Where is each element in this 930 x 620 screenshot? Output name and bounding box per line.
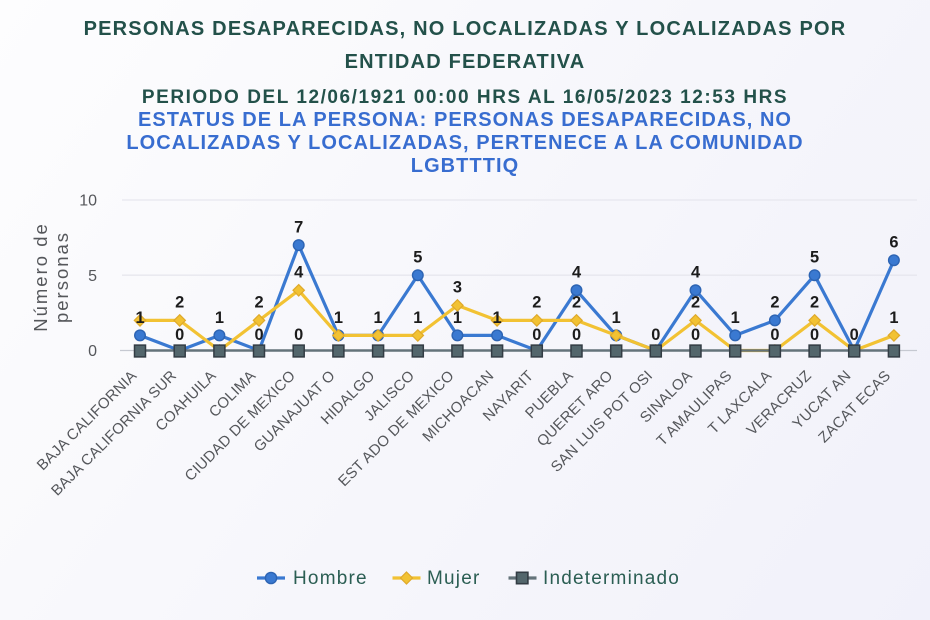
svg-text:0: 0 — [175, 326, 184, 344]
svg-text:1: 1 — [493, 309, 502, 327]
svg-text:0: 0 — [651, 326, 660, 344]
svg-text:1: 1 — [889, 309, 898, 327]
svg-text:0: 0 — [691, 326, 700, 344]
svg-text:4: 4 — [294, 264, 304, 282]
svg-text:2: 2 — [572, 294, 581, 312]
svg-text:1: 1 — [413, 309, 422, 327]
svg-text:6: 6 — [889, 234, 898, 252]
svg-text:0: 0 — [810, 326, 819, 344]
svg-text:2: 2 — [532, 294, 541, 312]
svg-text:0: 0 — [254, 326, 263, 344]
svg-text:0: 0 — [88, 343, 97, 360]
svg-text:2: 2 — [175, 294, 184, 312]
svg-text:10: 10 — [79, 193, 97, 210]
svg-text:4: 4 — [572, 264, 582, 282]
svg-text:4: 4 — [691, 264, 701, 282]
svg-text:ZACAT ECAS: ZACAT ECAS — [815, 367, 894, 446]
svg-text:Hombre: Hombre — [293, 568, 368, 589]
svg-text:5: 5 — [413, 249, 422, 267]
svg-text:0: 0 — [850, 326, 859, 344]
svg-text:1: 1 — [453, 309, 462, 327]
svg-text:1: 1 — [135, 309, 144, 327]
svg-text:1: 1 — [374, 309, 383, 327]
svg-text:1: 1 — [612, 309, 621, 327]
svg-text:5: 5 — [810, 249, 819, 267]
svg-text:2: 2 — [691, 294, 700, 312]
svg-text:Número de: Número de — [30, 222, 51, 332]
svg-text:0: 0 — [294, 326, 303, 344]
svg-text:Indeterminado: Indeterminado — [543, 568, 680, 589]
svg-text:0: 0 — [572, 326, 581, 344]
svg-text:0: 0 — [770, 326, 779, 344]
svg-text:2: 2 — [770, 294, 779, 312]
svg-text:7: 7 — [294, 218, 303, 236]
svg-text:0: 0 — [532, 326, 541, 344]
svg-text:3: 3 — [453, 279, 462, 297]
svg-text:1: 1 — [215, 309, 224, 327]
svg-text:2: 2 — [810, 294, 819, 312]
svg-text:1: 1 — [334, 309, 343, 327]
svg-text:5: 5 — [88, 268, 97, 285]
svg-text:1: 1 — [731, 309, 740, 327]
svg-text:Mujer: Mujer — [427, 568, 481, 589]
svg-text:personas: personas — [51, 231, 72, 323]
svg-text:2: 2 — [254, 294, 263, 312]
